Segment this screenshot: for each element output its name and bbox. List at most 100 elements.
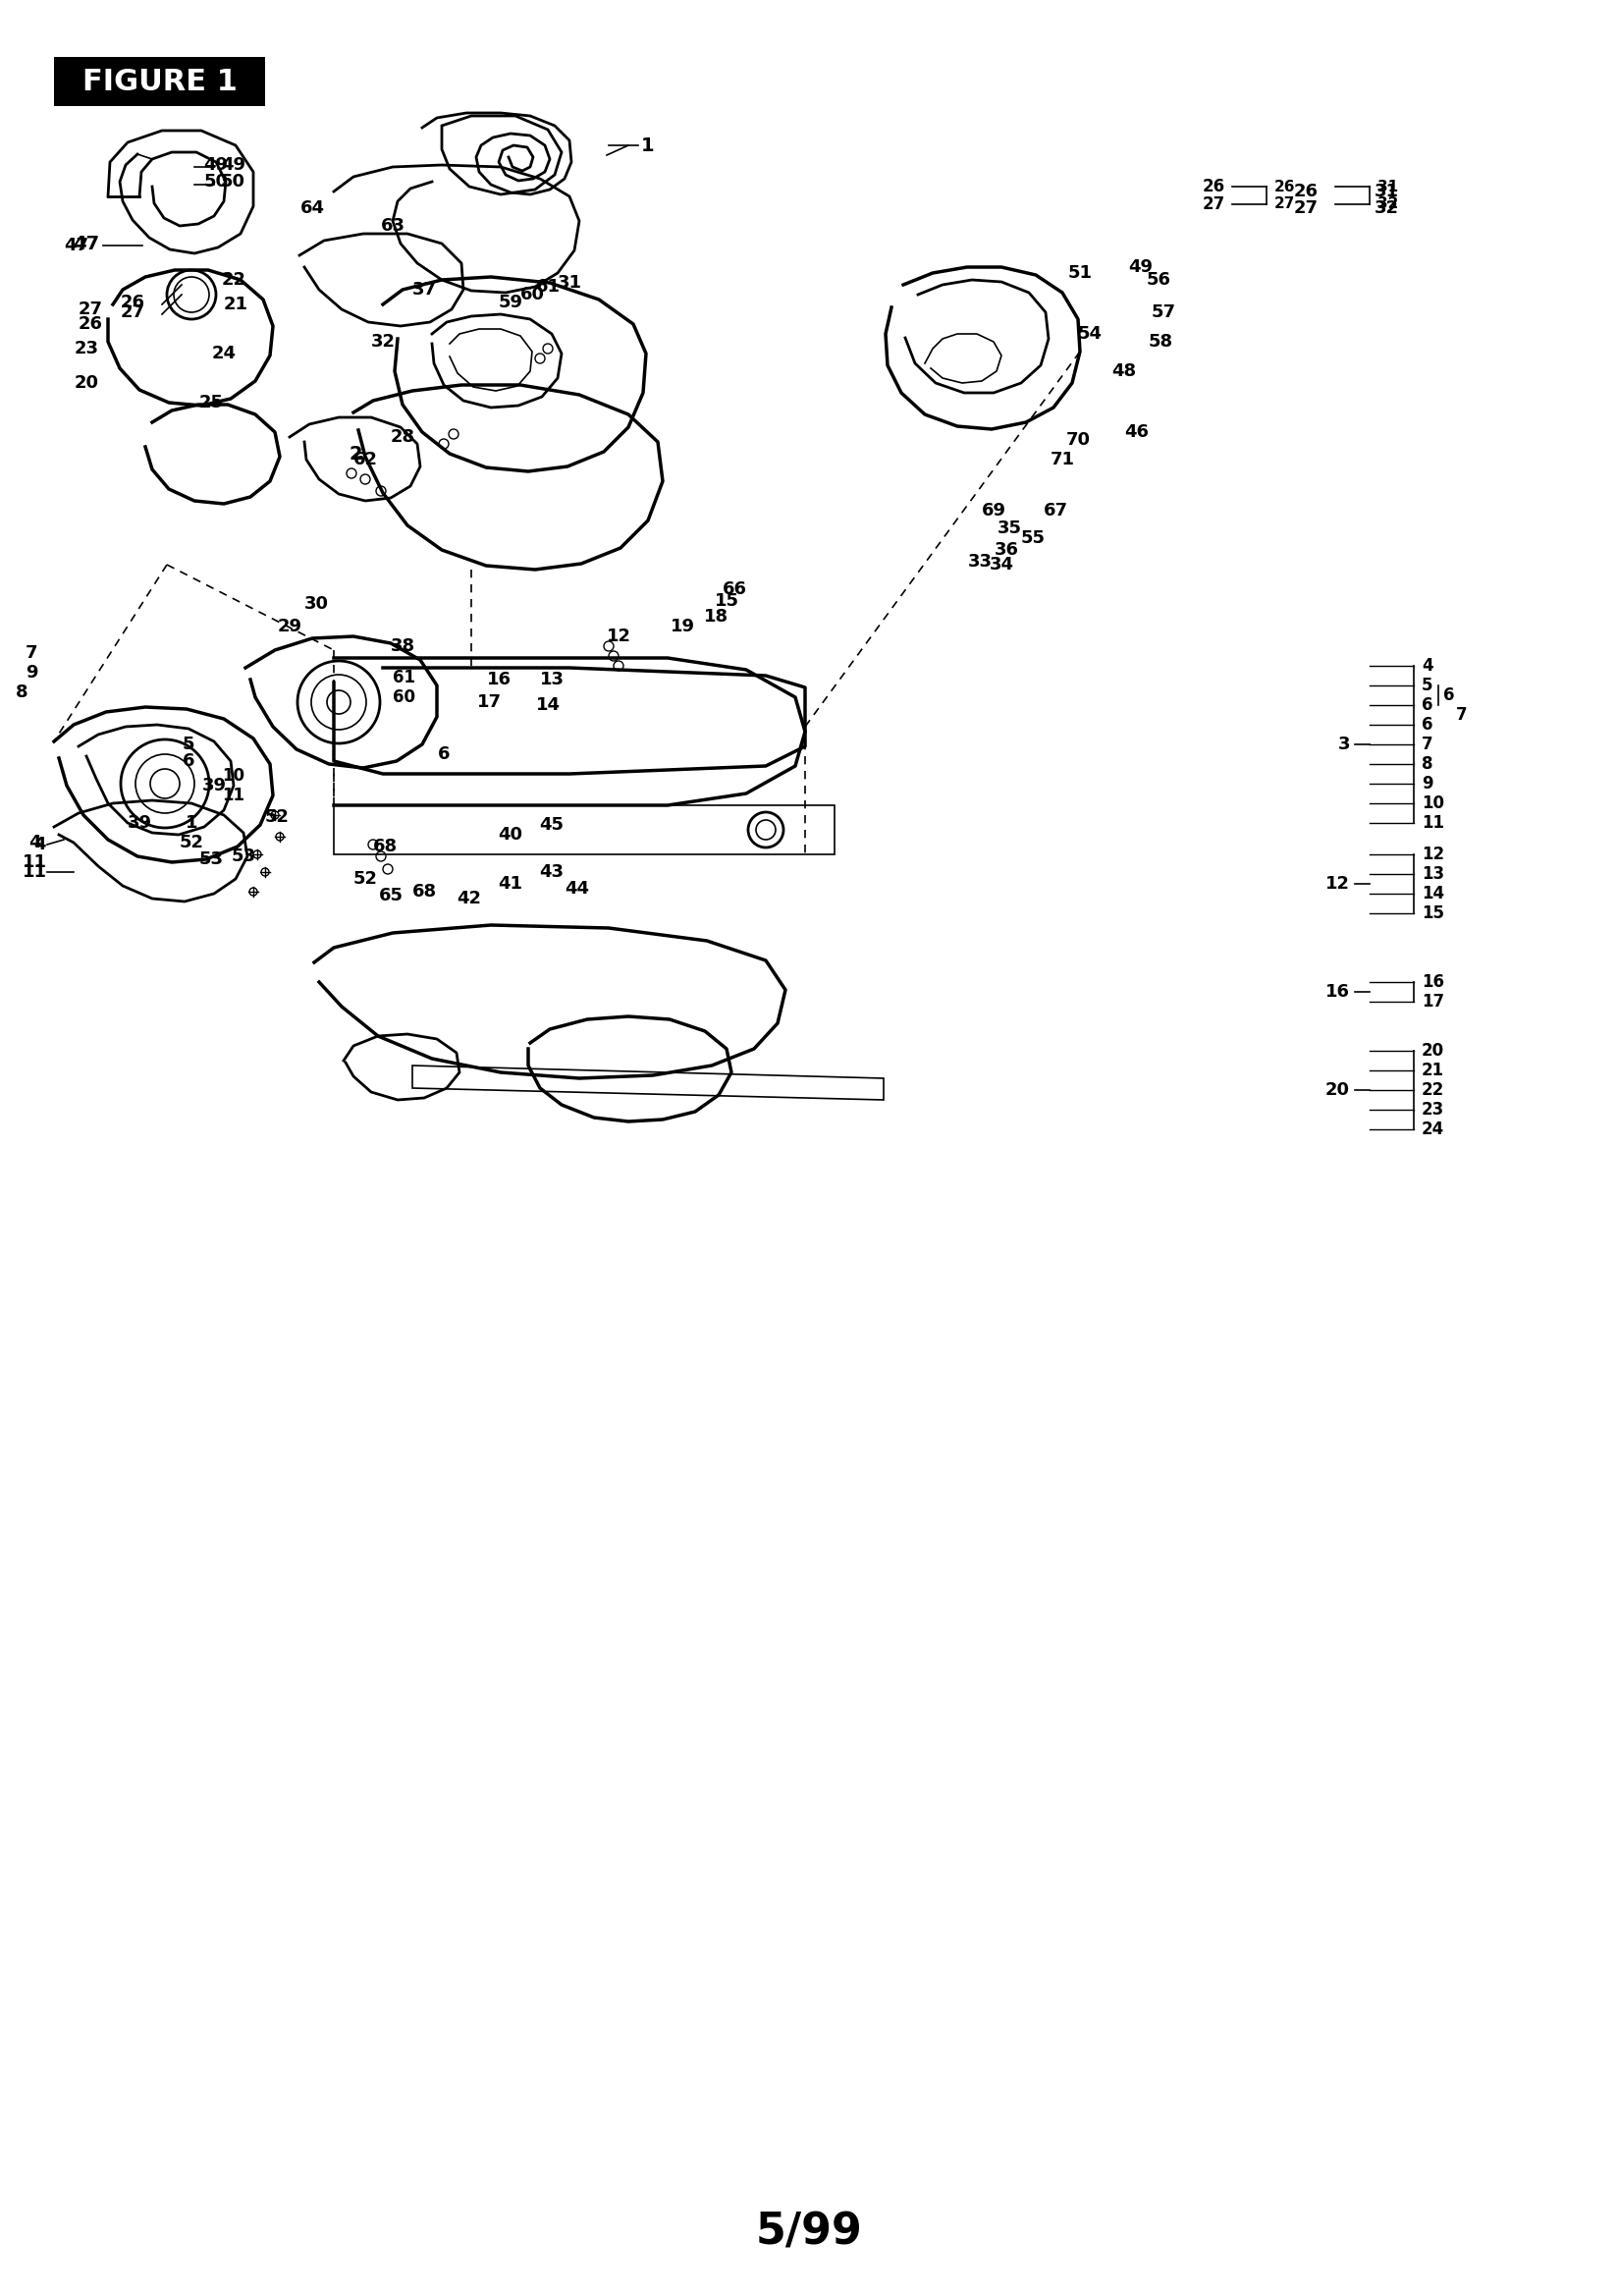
- Text: 57: 57: [1150, 303, 1176, 321]
- Text: 68: 68: [413, 884, 437, 900]
- Text: 15: 15: [1422, 905, 1445, 923]
- Text: 16: 16: [1325, 983, 1349, 1001]
- Text: 49: 49: [204, 156, 228, 174]
- Text: 52: 52: [353, 870, 377, 889]
- Text: 26: 26: [1202, 177, 1225, 195]
- Text: 19: 19: [670, 618, 694, 636]
- Text: 21: 21: [1422, 1061, 1445, 1079]
- Text: 37: 37: [413, 280, 437, 298]
- Text: 35: 35: [997, 519, 1021, 537]
- Text: 40: 40: [498, 827, 523, 843]
- Text: 5/99: 5/99: [756, 2211, 862, 2252]
- Text: 38: 38: [390, 638, 414, 654]
- Text: 6: 6: [1422, 696, 1434, 714]
- Text: 44: 44: [565, 879, 589, 898]
- Text: 6: 6: [1422, 716, 1434, 735]
- Text: 4: 4: [32, 836, 45, 854]
- Text: 47: 47: [73, 234, 100, 253]
- Text: 17: 17: [477, 693, 502, 712]
- Text: 20: 20: [1422, 1042, 1445, 1061]
- Text: 55: 55: [1021, 530, 1045, 546]
- Text: 54: 54: [1078, 326, 1102, 342]
- Text: 34: 34: [989, 556, 1014, 574]
- Text: 60: 60: [519, 285, 544, 303]
- Text: 6: 6: [437, 746, 450, 762]
- Text: 62: 62: [353, 450, 377, 468]
- FancyBboxPatch shape: [53, 57, 265, 106]
- Text: 70: 70: [1066, 432, 1091, 448]
- Text: 14: 14: [1422, 884, 1445, 902]
- Text: 12: 12: [1422, 845, 1445, 863]
- Text: 4: 4: [28, 833, 40, 852]
- Text: 5: 5: [183, 735, 194, 753]
- Text: 29: 29: [277, 618, 303, 636]
- Text: 27: 27: [121, 303, 146, 321]
- Text: 11: 11: [1422, 815, 1445, 831]
- Text: 23: 23: [74, 340, 99, 358]
- Text: 8: 8: [16, 684, 28, 700]
- Text: 49: 49: [1129, 257, 1154, 276]
- Text: 1: 1: [641, 135, 655, 154]
- Text: 48: 48: [1112, 363, 1136, 381]
- Text: 22: 22: [1422, 1081, 1445, 1100]
- Text: 11: 11: [23, 854, 47, 870]
- Text: 50: 50: [204, 172, 228, 191]
- Text: 7: 7: [26, 645, 37, 661]
- Text: 61: 61: [536, 278, 560, 296]
- Text: 7: 7: [1456, 707, 1468, 723]
- Text: 67: 67: [1044, 503, 1068, 519]
- Text: 22: 22: [222, 271, 246, 289]
- Text: 14: 14: [536, 696, 560, 714]
- Text: 33: 33: [968, 553, 992, 572]
- Text: 61
60: 61 60: [393, 668, 416, 707]
- Text: 31
32: 31 32: [1377, 179, 1398, 211]
- Text: 10
11: 10 11: [222, 767, 244, 804]
- Text: 16: 16: [487, 670, 511, 689]
- Text: 24: 24: [212, 344, 236, 363]
- Text: 68: 68: [372, 838, 396, 856]
- Text: 10: 10: [1422, 794, 1445, 813]
- Text: 1: 1: [186, 815, 197, 831]
- Text: 27: 27: [78, 301, 102, 319]
- Text: 13: 13: [1422, 866, 1445, 884]
- Text: 32: 32: [1374, 200, 1398, 218]
- Text: 12: 12: [1325, 875, 1349, 893]
- Text: 5: 5: [1422, 677, 1434, 693]
- Text: 13: 13: [539, 670, 565, 689]
- Text: 31: 31: [557, 273, 582, 292]
- Text: 64: 64: [299, 200, 325, 218]
- Text: 27: 27: [1202, 195, 1225, 214]
- Text: 11: 11: [23, 863, 47, 882]
- Text: 9: 9: [26, 664, 37, 682]
- Text: 28: 28: [390, 427, 414, 445]
- Text: 69: 69: [981, 503, 1006, 519]
- Text: 17: 17: [1422, 992, 1445, 1010]
- Text: 20: 20: [1325, 1081, 1349, 1100]
- Text: 24: 24: [1422, 1120, 1445, 1139]
- Text: 52: 52: [265, 808, 290, 827]
- Text: 31: 31: [1374, 184, 1398, 200]
- Text: 16: 16: [1422, 974, 1445, 992]
- Text: 6: 6: [1443, 687, 1455, 705]
- Text: 9: 9: [1422, 774, 1434, 792]
- Text: 15: 15: [714, 592, 739, 611]
- Text: 26: 26: [121, 294, 146, 312]
- Text: 26
27: 26 27: [1275, 179, 1296, 211]
- Text: 20: 20: [74, 374, 99, 393]
- Text: 42: 42: [456, 891, 482, 907]
- Text: 59: 59: [498, 294, 523, 312]
- Text: 21: 21: [223, 296, 248, 312]
- Text: 18: 18: [704, 608, 730, 625]
- Text: 43: 43: [539, 863, 565, 882]
- Text: 39: 39: [128, 815, 152, 831]
- Text: 4: 4: [1422, 657, 1434, 675]
- Text: 12: 12: [607, 627, 631, 645]
- Text: 25: 25: [199, 395, 223, 411]
- Text: 8: 8: [1422, 755, 1434, 774]
- Text: 41: 41: [498, 875, 523, 893]
- Text: 7: 7: [1422, 735, 1434, 753]
- Text: 26: 26: [78, 315, 102, 333]
- Text: 46: 46: [1125, 422, 1149, 441]
- Text: 6: 6: [183, 753, 194, 769]
- Text: 65: 65: [379, 886, 403, 905]
